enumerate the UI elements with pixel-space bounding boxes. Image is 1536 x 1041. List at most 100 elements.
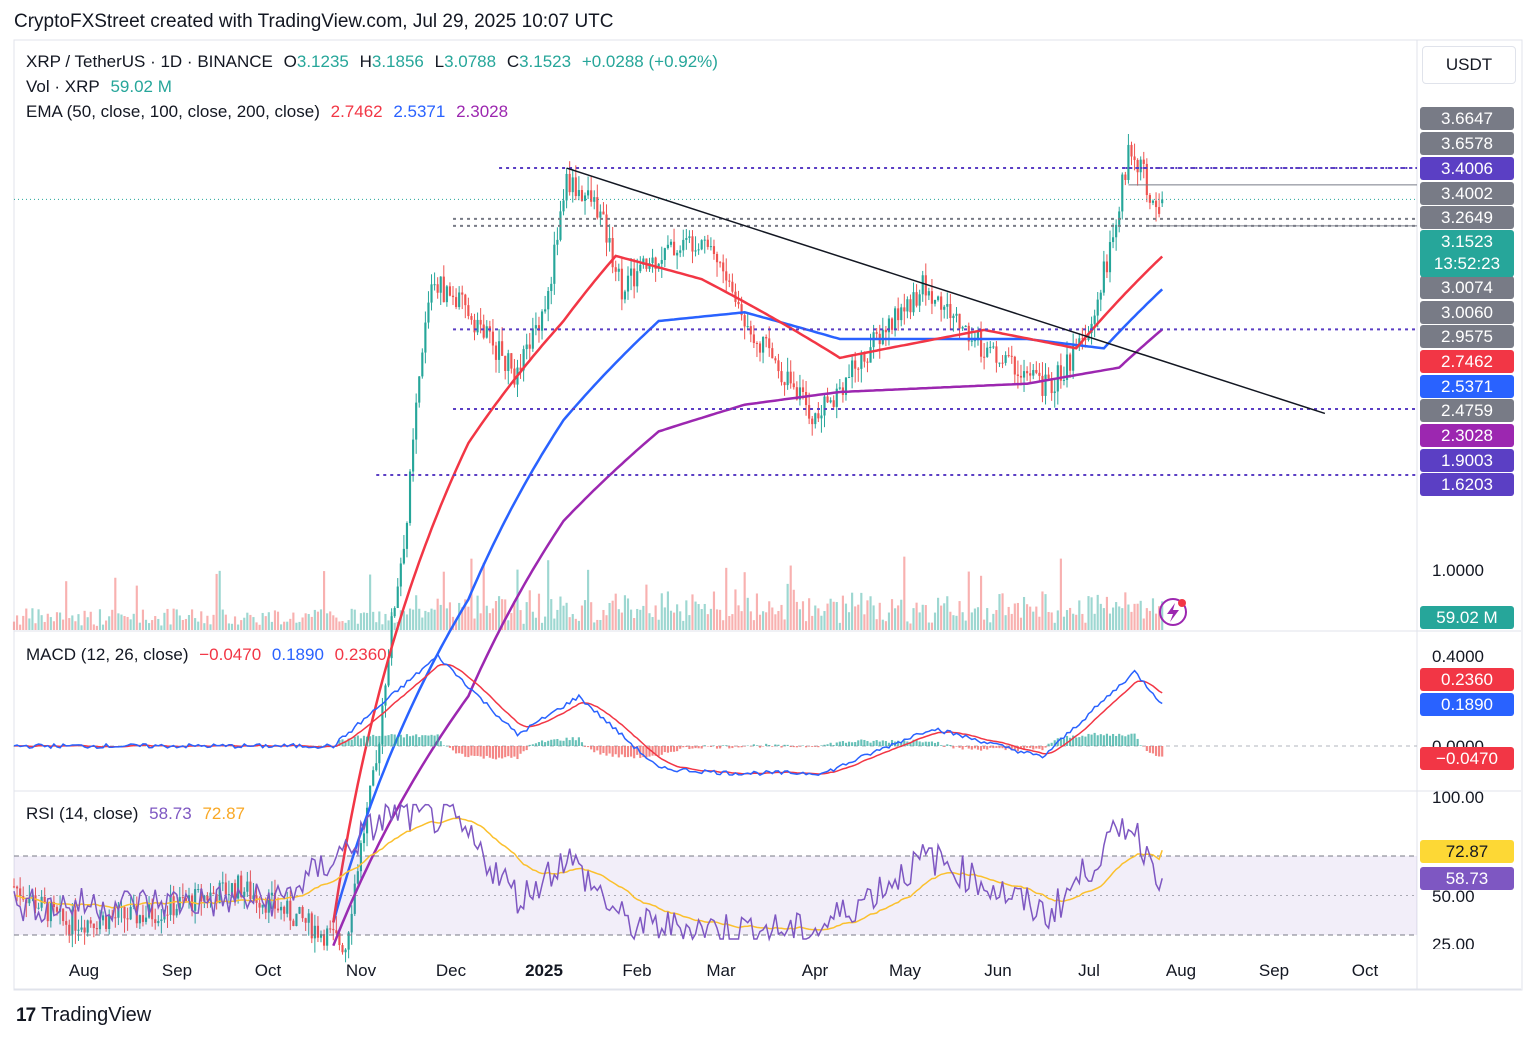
low-label: L [434, 52, 445, 71]
candle-body [823, 396, 826, 416]
candle-body [49, 901, 52, 922]
volume-bar [28, 618, 31, 630]
candle-body [15, 886, 19, 889]
macd-histogram-bar [878, 741, 881, 746]
close-label: C [506, 52, 520, 71]
volume-bar [1121, 608, 1124, 630]
volume-bar [1161, 601, 1164, 630]
candle-body [943, 306, 946, 310]
candle-body [890, 318, 894, 330]
volume-bar [221, 609, 224, 630]
volume-bar [1158, 606, 1161, 630]
candle-body [777, 360, 780, 372]
candle-body [1013, 356, 1016, 375]
volume-bar [672, 612, 676, 630]
volume-bar [418, 608, 421, 630]
time-axis-tick: Dec [435, 961, 467, 980]
price-level-label: 3.0060 [1420, 301, 1514, 324]
volume-bar [1093, 613, 1096, 630]
volume-bar [31, 608, 34, 630]
macd-histogram-bar [1035, 746, 1038, 749]
candle-body [1065, 354, 1069, 380]
volume-bar [329, 611, 332, 630]
macd-histogram-bar [381, 736, 384, 746]
volume-bar [243, 617, 246, 630]
open-value: 3.1235 [296, 52, 349, 71]
currency-button[interactable]: USDT [1422, 46, 1516, 84]
volume-bar [547, 560, 550, 630]
candle-body [633, 268, 636, 287]
volume-bar [792, 589, 795, 630]
volume-bar [175, 609, 178, 630]
macd-histogram-bar [924, 741, 927, 746]
rsi-ma-value: 72.87 [202, 804, 245, 823]
tradingview-footer[interactable]: 17 TradingView [16, 1004, 151, 1027]
macd-histogram-bar [1010, 746, 1013, 751]
macd-histogram-bar [587, 746, 590, 748]
macd-histogram-bar [473, 746, 476, 756]
candle-body [1084, 338, 1087, 340]
volume-bar [510, 613, 513, 630]
candle-body [206, 895, 209, 901]
macd-histogram-bar [1062, 738, 1066, 746]
volume-bar [37, 609, 40, 630]
volume-bar [166, 608, 169, 630]
candle-body [412, 439, 415, 472]
macd-signal-line [13, 663, 1163, 775]
volume-bar [847, 612, 851, 630]
macd-histogram-bar [424, 735, 427, 746]
volume-bar [1059, 558, 1062, 630]
macd-histogram-bar [1093, 732, 1096, 746]
volume-bar [1056, 610, 1059, 630]
macd-histogram-bar [838, 741, 841, 746]
macd-histogram-bar [531, 744, 534, 746]
price-level-label: 2.7462 [1420, 350, 1514, 373]
candle-body [418, 376, 421, 403]
candle-body [163, 914, 166, 920]
volume-bar [347, 620, 350, 630]
volume-bar [851, 592, 854, 630]
macd-histogram-bar [930, 741, 934, 746]
candle-body [519, 367, 522, 371]
candle-body [722, 262, 725, 272]
volume-bar [68, 618, 71, 630]
volume-bar [894, 608, 897, 630]
candle-body [1127, 144, 1130, 180]
price-level-label: 1.6203 [1420, 473, 1514, 496]
volume-bar [553, 618, 556, 630]
candle-body [709, 246, 712, 248]
macd-histogram-bar [1127, 734, 1130, 746]
candle-body [608, 238, 611, 243]
macd-histogram-bar [841, 741, 844, 746]
price-level-label: 3.4002 [1420, 182, 1514, 205]
volume-bar [669, 610, 673, 630]
macd-histogram-bar [777, 744, 780, 746]
macd-histogram-bar [445, 745, 448, 747]
candle-body [930, 291, 934, 304]
volume-bar [516, 569, 519, 630]
volume-bar [154, 616, 157, 630]
candle-body [768, 338, 771, 349]
volume-bar [218, 570, 221, 630]
macd-histogram-bar [405, 734, 409, 746]
rsi-label: RSI (14, close) [26, 804, 139, 823]
candle-body [817, 413, 820, 419]
candle-body [921, 275, 924, 295]
candle-body [237, 875, 240, 899]
volume-bar [930, 622, 934, 630]
candle-body [786, 371, 789, 386]
candle-body [249, 881, 252, 899]
volume-bar [626, 598, 630, 630]
volume-bar [40, 615, 43, 630]
volume-bar [921, 604, 924, 630]
volume-bar [700, 609, 703, 630]
macd-histogram-bar [485, 746, 488, 756]
macd-histogram-bar [642, 746, 645, 758]
volume-value: 59.02 M [110, 77, 172, 96]
symbol-legend: XRP / TetherUS · 1D · BINANCE O3.1235 H3… [26, 52, 724, 72]
macd-histogram-bar [789, 746, 792, 748]
candle-body [596, 197, 599, 218]
candle-body [685, 237, 688, 240]
macd-histogram-bar [973, 746, 976, 749]
